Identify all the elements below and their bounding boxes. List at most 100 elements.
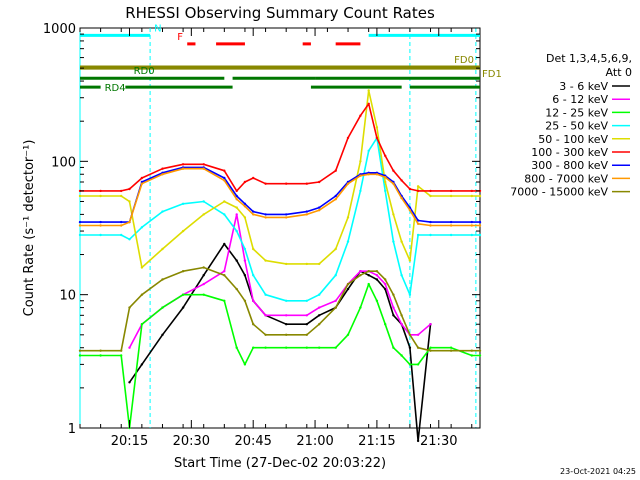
series-5-point (429, 189, 432, 193)
series-7-point (235, 198, 238, 201)
series-5-point (235, 189, 238, 193)
series-5-point (392, 169, 395, 172)
series-0-point (318, 314, 321, 317)
series-8-point (359, 274, 362, 277)
series-0-point (285, 323, 288, 326)
series-1-point (285, 314, 288, 317)
series-0-point (140, 363, 144, 366)
series-2-point (181, 293, 185, 296)
series-3-point (78, 233, 82, 237)
series-8-point (120, 349, 123, 352)
series-1-point (359, 270, 362, 273)
series-6-point (429, 220, 432, 224)
series-2-point (375, 299, 379, 302)
series-2-point (367, 282, 370, 286)
series-5-point (334, 169, 337, 172)
series-7-point (140, 182, 144, 185)
series-7-point (367, 173, 370, 176)
flag-label-rd0: RD0 (134, 66, 155, 77)
series-5-point (449, 189, 453, 193)
series-8-point (202, 266, 205, 269)
series-line-0 (128, 243, 432, 442)
series-3-point (223, 213, 226, 216)
series-8-point (235, 287, 238, 291)
series-7-point (285, 216, 288, 219)
series-8-point (140, 293, 144, 296)
series-5-point (400, 179, 403, 182)
legend-header-line2: Att 0 (606, 66, 632, 79)
series-6-point (449, 220, 453, 224)
flag-label-n: N (154, 23, 161, 34)
series-4-point (318, 262, 321, 266)
series-4-point (416, 185, 420, 188)
series-2-point (202, 293, 205, 296)
series-2-point (449, 346, 453, 349)
x-axis-label: Start Time (27-Dec-02 20:03:22) (174, 456, 386, 471)
series-1-point (235, 213, 238, 216)
series-2-point (334, 346, 337, 349)
series-3-point (384, 189, 387, 193)
series-3-point (392, 240, 395, 243)
series-6-point (243, 202, 247, 205)
series-7-point (264, 216, 267, 219)
series-4-point (161, 247, 164, 251)
series-7-point (478, 224, 482, 227)
series-8-point (243, 299, 247, 302)
series-8-point (128, 306, 131, 309)
series-4-point (359, 160, 362, 163)
series-3-point (305, 299, 308, 302)
series-2-point (478, 354, 482, 357)
series-3-point (235, 229, 238, 233)
series-7-point (334, 198, 337, 201)
series-7-point (429, 224, 432, 227)
series-3-point (161, 210, 164, 213)
series-7-point (305, 213, 308, 216)
series-3-point (202, 200, 205, 203)
series-2-point (429, 346, 432, 349)
series-line-3 (80, 137, 480, 302)
y-tick-label: 100 (51, 155, 76, 170)
series-3-point (128, 238, 131, 241)
series-7-point (243, 205, 247, 208)
series-2-point (359, 306, 362, 309)
series-5-point (243, 180, 247, 184)
series-5-point (264, 182, 267, 185)
series-7-point (202, 167, 205, 170)
series-5-point (384, 154, 387, 157)
y-tick-label: 1 (68, 422, 76, 437)
series-8-point (375, 270, 379, 273)
series-8-point (470, 349, 473, 352)
series-7-point (470, 224, 473, 227)
series-3-point (359, 189, 362, 193)
series-5-point (470, 189, 473, 193)
series-1-point (384, 282, 387, 286)
series-0-point (408, 346, 412, 349)
series-2-point (285, 346, 288, 349)
series-4-point (449, 194, 453, 198)
series-4-point (305, 262, 308, 266)
series-3-point (285, 299, 288, 302)
series-7-point (400, 196, 403, 200)
series-6-point (318, 206, 321, 209)
series-0-point (181, 306, 185, 309)
series-3-point (99, 233, 102, 237)
series-0-point (305, 323, 308, 326)
series-4-point (181, 229, 185, 233)
series-5-point (128, 187, 131, 191)
series-3-point (367, 149, 370, 152)
series-2-point (243, 363, 247, 366)
series-5-point (99, 189, 102, 193)
series-line-4 (80, 89, 480, 269)
series-3-point (181, 202, 185, 205)
series-0-point (243, 274, 247, 277)
series-4-point (252, 247, 255, 251)
series-1-point (392, 306, 395, 309)
series-3-point (478, 233, 482, 237)
series-7-point (359, 174, 362, 177)
series-line-8 (80, 266, 480, 352)
series-3-point (243, 247, 247, 251)
series-8-point (252, 323, 255, 326)
series-4-point (392, 213, 395, 216)
series-4-point (429, 194, 432, 198)
series-2-point (416, 363, 420, 366)
